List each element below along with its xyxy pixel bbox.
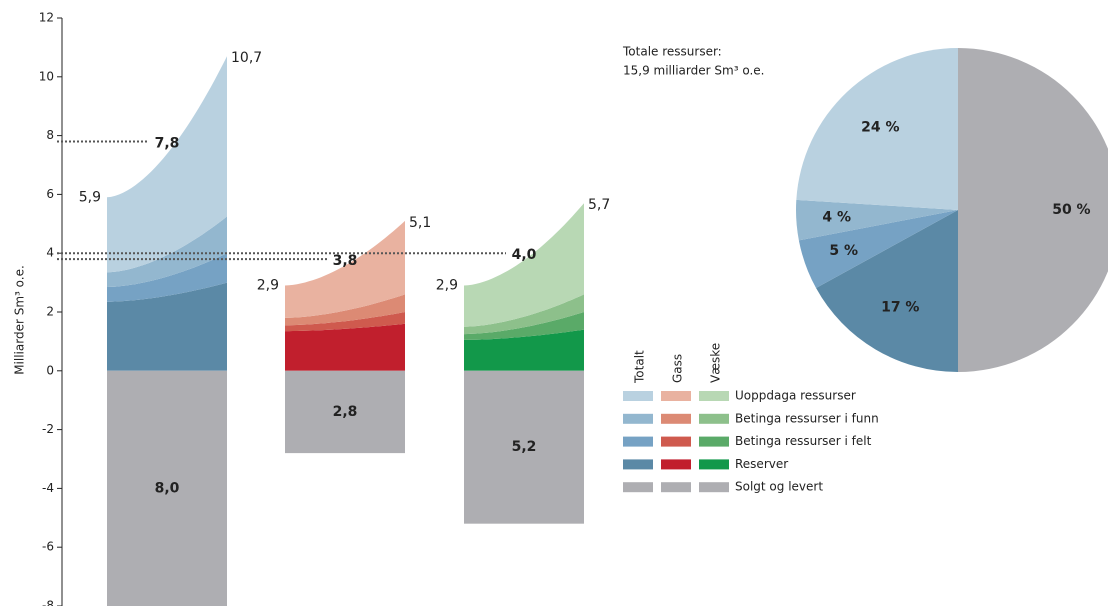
band — [285, 294, 405, 326]
band — [107, 253, 227, 302]
band — [285, 312, 405, 332]
band — [464, 203, 584, 327]
start-total-label: 2,9 — [436, 278, 458, 294]
legend-label: Betinga ressurser i felt — [735, 434, 872, 448]
legend-label: Uoppdaga ressurser — [735, 389, 856, 403]
legend-swatch — [661, 391, 691, 401]
band — [107, 282, 227, 371]
band — [464, 329, 584, 371]
pie-slice — [796, 199, 958, 241]
sold-bar — [285, 370, 405, 454]
start-total-label: 2,9 — [257, 278, 279, 294]
legend-swatch — [623, 436, 653, 447]
legend-header: Totalt — [633, 350, 647, 384]
sold-bar — [107, 370, 227, 606]
legend-swatch — [661, 413, 691, 424]
end-total-label: 5,1 — [409, 215, 431, 231]
mid-label: 7,8 — [155, 135, 180, 151]
legend-swatch — [623, 391, 653, 401]
legend-swatch — [661, 436, 691, 447]
y-tick-label: 12 — [39, 11, 54, 25]
band — [107, 216, 227, 287]
legend-swatch — [699, 413, 729, 424]
pie-title: Totale ressurser: — [622, 45, 722, 59]
legend-label: Betinga ressurser i funn — [735, 411, 879, 425]
mid-label: 4,0 — [512, 247, 537, 263]
legend-swatch — [623, 413, 653, 424]
pie-label: 50 % — [1052, 202, 1090, 218]
band — [285, 323, 405, 371]
band — [285, 220, 405, 318]
pie-slice — [958, 48, 1108, 372]
legend-swatch — [623, 459, 653, 470]
y-tick-label: -8 — [42, 599, 54, 606]
band — [107, 56, 227, 273]
y-tick-label: 0 — [46, 363, 54, 377]
legend-label: Reserver — [735, 457, 788, 471]
start-total-label: 5,9 — [79, 189, 101, 205]
y-tick-label: 8 — [46, 128, 54, 142]
pie-label: 4 % — [822, 210, 851, 226]
y-tick-label: 4 — [46, 246, 54, 260]
y-axis-label: Milliarder Sm³ o.e. — [13, 265, 27, 375]
legend-header: Gass — [671, 354, 685, 383]
pie-slice — [816, 210, 958, 372]
legend-header: Væske — [709, 343, 723, 383]
pie-slice — [798, 210, 958, 289]
pie-label: 17 % — [881, 300, 919, 316]
sold-bar — [464, 370, 584, 524]
legend-swatch — [623, 482, 653, 493]
sold-label: 8,0 — [155, 480, 180, 496]
band — [464, 294, 584, 335]
mid-label: 3,8 — [333, 253, 358, 269]
end-total-label: 10,7 — [231, 50, 262, 66]
y-tick-label: -4 — [42, 481, 54, 495]
sold-label: 2,8 — [333, 404, 358, 420]
legend-label: Solgt og levert — [735, 480, 823, 494]
legend-swatch — [661, 482, 691, 493]
sold-label: 5,2 — [512, 439, 537, 455]
band — [464, 312, 584, 340]
pie-title: 15,9 milliarder Sm³ o.e. — [623, 64, 764, 78]
legend-swatch — [699, 459, 729, 470]
pie-slice — [796, 48, 958, 210]
y-tick-label: -2 — [42, 422, 54, 436]
pie-label: 24 % — [861, 119, 899, 135]
y-tick-label: -6 — [42, 540, 54, 554]
legend-swatch — [699, 482, 729, 493]
legend-swatch — [699, 436, 729, 447]
y-tick-label: 6 — [46, 187, 54, 201]
y-tick-label: 10 — [39, 69, 54, 83]
legend-swatch — [699, 391, 729, 401]
end-total-label: 5,7 — [588, 197, 610, 213]
pie-label: 5 % — [829, 243, 858, 259]
y-tick-label: 2 — [46, 305, 54, 319]
legend-swatch — [661, 459, 691, 470]
